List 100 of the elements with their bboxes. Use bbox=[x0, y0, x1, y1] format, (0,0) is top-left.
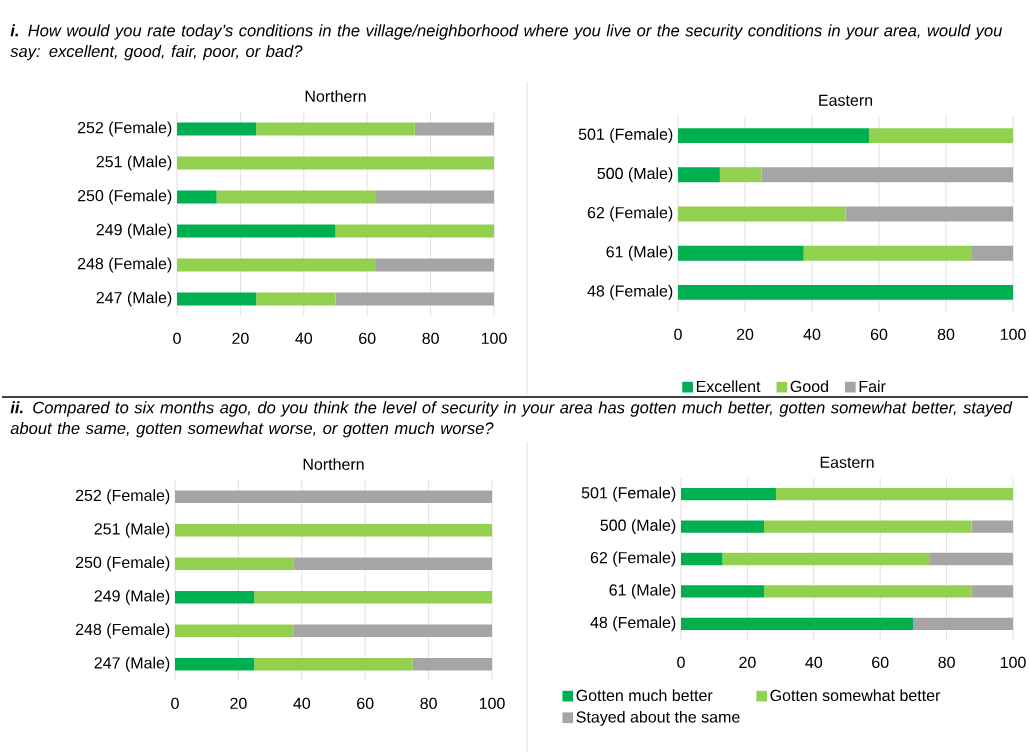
x-tick-label: 80 bbox=[422, 332, 439, 345]
bar bbox=[175, 557, 294, 571]
y-tick-label: 61 (Male) bbox=[609, 583, 676, 599]
legend-label: Gotten somewhat better bbox=[770, 689, 941, 702]
y-tick-label: 250 (Female) bbox=[75, 556, 170, 572]
bar bbox=[913, 617, 1014, 630]
bar bbox=[175, 490, 493, 504]
x-tick-label: 40 bbox=[295, 332, 313, 345]
x-tick-label: 60 bbox=[357, 697, 374, 710]
y-tick-label: 247 (Male) bbox=[94, 656, 170, 672]
x-tick-label: 80 bbox=[937, 328, 955, 341]
y-tick-label: 500 (Male) bbox=[597, 167, 673, 183]
bar bbox=[175, 523, 493, 537]
bar bbox=[678, 128, 869, 144]
x-tick-label: 20 bbox=[230, 697, 247, 710]
bar bbox=[216, 190, 376, 204]
bar bbox=[678, 284, 1014, 300]
legend-label: Excellent bbox=[696, 380, 761, 393]
y-tick-label: 249 (Male) bbox=[94, 589, 170, 605]
y-tick-label: 249 (Male) bbox=[96, 223, 172, 239]
bar bbox=[177, 292, 257, 306]
bar bbox=[256, 122, 415, 136]
bar bbox=[764, 520, 972, 533]
x-tick-label: 20 bbox=[736, 328, 754, 341]
bar bbox=[177, 122, 257, 136]
x-tick-label: 0 bbox=[173, 332, 181, 345]
text: ii. Compared to six months ago, do you think the level of security in your area has gotten much better, gotten somewhat better, stayed about the same, gotten somewhat worse, or gotten much worse? bbox=[10, 401, 1013, 438]
y-tick-label: 251 (Male) bbox=[94, 522, 170, 538]
y-tick-label: 61 (Male) bbox=[606, 245, 673, 261]
bar bbox=[868, 128, 1014, 144]
bar bbox=[254, 590, 493, 604]
y-tick-label: 248 (Female) bbox=[77, 257, 172, 273]
x-tick-label: 60 bbox=[870, 328, 888, 341]
bar bbox=[375, 258, 494, 272]
bar bbox=[971, 245, 1014, 261]
bar bbox=[761, 167, 1014, 183]
bar bbox=[175, 657, 255, 671]
x-tick-label: 80 bbox=[420, 697, 437, 710]
bar bbox=[254, 657, 413, 671]
x-tick-label: 40 bbox=[803, 328, 821, 341]
bar bbox=[681, 552, 723, 566]
bar bbox=[971, 520, 1014, 533]
bar bbox=[177, 224, 336, 238]
bar bbox=[971, 585, 1014, 598]
bar bbox=[335, 224, 494, 238]
bar bbox=[177, 156, 494, 170]
bar bbox=[175, 624, 294, 638]
legend-label: Fair bbox=[859, 380, 886, 393]
bar bbox=[681, 488, 776, 501]
bar bbox=[256, 292, 336, 306]
bar bbox=[775, 488, 1014, 501]
x-tick-label: 0 bbox=[674, 328, 682, 341]
chart-title: Northern bbox=[305, 90, 366, 102]
bar bbox=[719, 167, 762, 183]
bar bbox=[803, 245, 972, 261]
x-tick-label: 0 bbox=[171, 697, 179, 710]
x-tick-label: 80 bbox=[938, 656, 955, 669]
bar bbox=[930, 552, 1014, 566]
y-tick-label: 501 (Female) bbox=[578, 128, 673, 144]
bar bbox=[681, 520, 765, 533]
y-tick-label: 62 (Female) bbox=[590, 551, 676, 567]
chart-title: Northern bbox=[303, 458, 364, 470]
y-tick-label: 501 (Female) bbox=[581, 486, 676, 502]
chart-title: Eastern bbox=[820, 456, 874, 468]
y-tick-label: 48 (Female) bbox=[587, 284, 673, 300]
y-tick-label: 252 (Female) bbox=[77, 121, 172, 137]
bar bbox=[293, 557, 493, 571]
chart-title: Eastern bbox=[819, 94, 873, 106]
bar bbox=[335, 292, 494, 306]
legend-label: Gotten much better bbox=[576, 689, 713, 702]
x-tick-label: 0 bbox=[677, 656, 685, 669]
bar bbox=[678, 245, 804, 261]
bar bbox=[412, 657, 493, 671]
bar bbox=[177, 258, 376, 272]
legend-label: Good bbox=[790, 380, 828, 393]
text: i. How would you rate today’s conditions in the village/neighborhood where you live or the security conditions in your area, would you say: excellent, good, fair, poor, or bad? bbox=[10, 24, 1002, 61]
bar bbox=[681, 585, 765, 598]
y-tick-label: 251 (Male) bbox=[96, 155, 172, 171]
bar bbox=[764, 585, 972, 598]
x-tick-label: 100 bbox=[481, 332, 507, 345]
x-tick-label: 100 bbox=[479, 697, 505, 710]
legend-label: Stayed about the same bbox=[576, 710, 740, 726]
y-tick-label: 250 (Female) bbox=[77, 189, 172, 205]
x-tick-label: 20 bbox=[232, 332, 249, 345]
bar bbox=[722, 552, 931, 566]
bar bbox=[678, 167, 720, 183]
x-tick-label: 40 bbox=[805, 656, 823, 669]
bar bbox=[177, 190, 217, 204]
x-tick-label: 40 bbox=[293, 697, 311, 710]
y-tick-label: 247 (Male) bbox=[96, 291, 172, 307]
bar bbox=[678, 206, 846, 222]
y-tick-label: 500 (Male) bbox=[600, 519, 676, 535]
bar bbox=[414, 122, 494, 136]
bar bbox=[681, 617, 914, 630]
x-tick-label: 60 bbox=[872, 656, 889, 669]
bar bbox=[845, 206, 1014, 222]
x-tick-label: 60 bbox=[359, 332, 376, 345]
y-tick-label: 48 (Female) bbox=[590, 616, 676, 632]
x-tick-label: 100 bbox=[1000, 656, 1026, 669]
bar bbox=[175, 590, 255, 604]
